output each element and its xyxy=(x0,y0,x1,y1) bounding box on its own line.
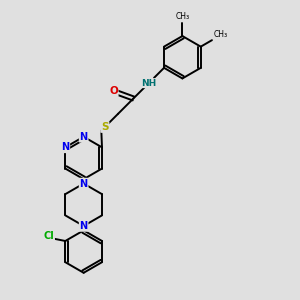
Text: N: N xyxy=(80,132,88,142)
Text: Cl: Cl xyxy=(44,231,55,241)
Text: N: N xyxy=(80,178,88,189)
Text: CH₃: CH₃ xyxy=(213,30,227,39)
Text: NH: NH xyxy=(141,79,156,88)
Text: N: N xyxy=(80,221,88,231)
Text: S: S xyxy=(101,122,109,132)
Text: O: O xyxy=(109,86,118,96)
Text: N: N xyxy=(61,142,69,152)
Text: CH₃: CH₃ xyxy=(175,12,190,21)
